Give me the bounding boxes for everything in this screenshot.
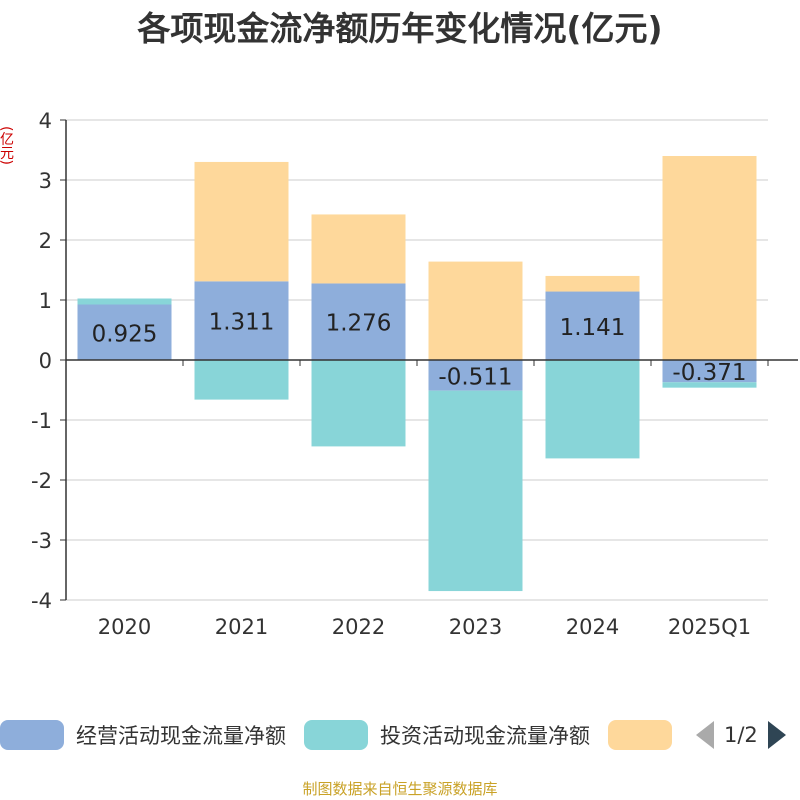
- bar-series-0-2025Q1[interactable]: [662, 360, 757, 383]
- bar-series-2-2021[interactable]: [194, 161, 289, 282]
- chart-title: 各项现金流净额历年变化情况(亿元): [137, 9, 663, 48]
- x-tick-label: 2022: [332, 615, 385, 639]
- bar-series-1-2025Q1[interactable]: [662, 382, 757, 388]
- bar-series-0-2023[interactable]: [428, 360, 523, 391]
- y-tick-label: 1: [39, 289, 52, 313]
- bar-series-1-2024[interactable]: [545, 360, 640, 459]
- legend-label-operating: 经营活动现金流量净额: [76, 724, 286, 748]
- bar-series-1-2020[interactable]: [77, 298, 172, 305]
- legend-swatch-financing: [608, 720, 672, 750]
- legend-pager: 1/2: [696, 721, 786, 749]
- y-axis-unit-label: (亿元): [0, 126, 14, 165]
- bars-group: [77, 156, 757, 592]
- x-tick-label: 2025Q1: [668, 615, 751, 639]
- legend: 经营活动现金流量净额 投资活动现金流量净额 1/2: [0, 718, 786, 752]
- legend-next-page-icon[interactable]: [767, 721, 786, 749]
- bar-series-2-2022[interactable]: [311, 214, 406, 284]
- bar-series-2-2023[interactable]: [428, 261, 523, 360]
- y-tick-label: -3: [31, 529, 52, 553]
- bar-series-1-2022[interactable]: [311, 360, 406, 447]
- legend-item-operating[interactable]: 经营活动现金流量净额: [0, 720, 286, 750]
- y-tick-labels: 4 3 2 1 0 -1 -2 -3 -4: [31, 109, 52, 613]
- bar-series-2-2025Q1[interactable]: [662, 156, 757, 360]
- axes-group: [60, 119, 798, 601]
- grid-lines: [66, 119, 768, 601]
- data-label: -0.511: [438, 364, 512, 390]
- data-label: -0.371: [672, 360, 746, 386]
- bar-series-2-2024[interactable]: [545, 275, 640, 292]
- x-tick-labels: 2020 2021 2022 2023 2024 2025Q1: [98, 615, 751, 639]
- bar-series-0-2021[interactable]: [194, 281, 289, 360]
- bar-series-0-2022[interactable]: [311, 283, 406, 360]
- x-tick-label: 2024: [566, 615, 619, 639]
- legend-prev-page-icon[interactable]: [696, 721, 714, 749]
- x-tick-label: 2020: [98, 615, 151, 639]
- bar-series-0-2020[interactable]: [77, 304, 172, 361]
- data-labels: 0.925 1.311 1.276 -0.511 1.141 -0.371: [92, 310, 747, 391]
- data-source-note: 制图数据来自恒生聚源数据库: [302, 780, 498, 798]
- legend-label-investing: 投资活动现金流量净额: [380, 724, 590, 748]
- legend-swatch-investing: [304, 720, 368, 750]
- legend-page-indicator: 1/2: [724, 723, 758, 747]
- data-label: 1.276: [326, 311, 392, 337]
- y-tick-label: -4: [31, 589, 52, 613]
- bar-series-1-2023[interactable]: [428, 390, 523, 592]
- legend-item-investing[interactable]: 投资活动现金流量净额: [304, 720, 590, 750]
- legend-item-financing[interactable]: [608, 720, 672, 750]
- bar-series-0-2024[interactable]: [545, 291, 640, 360]
- legend-swatch-operating: [0, 720, 64, 750]
- y-tick-label: -1: [31, 409, 52, 433]
- y-tick-label: 0: [39, 349, 52, 373]
- data-label: 0.925: [92, 321, 158, 347]
- data-label: 1.141: [560, 315, 626, 341]
- x-tick-label: 2023: [449, 615, 502, 639]
- y-tick-label: 3: [39, 169, 52, 193]
- data-label: 1.311: [209, 310, 275, 336]
- chart-plot: 4 3 2 1 0 -1 -2 -3 -4 2020 2021 2022 2023 2024 2025Q1…: [31, 109, 798, 639]
- bar-series-1-2021[interactable]: [194, 360, 289, 400]
- y-tick-label: 4: [39, 109, 52, 133]
- x-tick-label: 2021: [215, 615, 268, 639]
- y-tick-label: -2: [31, 469, 52, 493]
- y-tick-label: 2: [39, 229, 52, 253]
